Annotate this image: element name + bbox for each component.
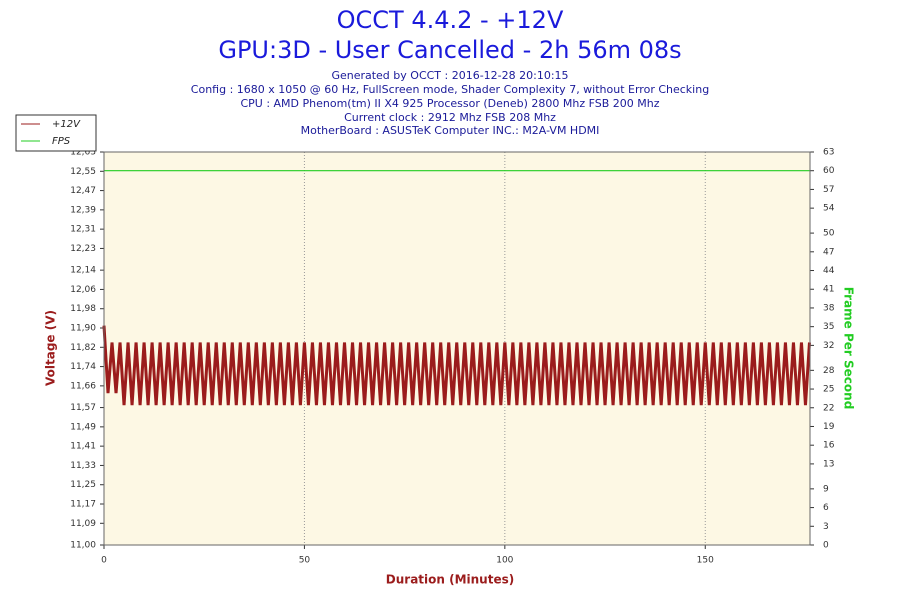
x-tick-label: 50 [299,556,311,566]
y-tick-label: 11,98 [70,304,96,314]
y2-tick-label: 63 [823,148,834,158]
y2-tick-label: 50 [823,229,835,239]
y-tick-label: 12,06 [70,285,96,295]
y-tick-label: 12,31 [70,225,96,235]
info-line: MotherBoard : ASUSTeK Computer INC.: M2A… [301,124,600,137]
y-axis-label: Voltage (V) [44,310,58,386]
y-tick-label: 11,49 [70,422,96,432]
y2-tick-label: 32 [823,341,834,351]
y2-tick-label: 6 [823,503,829,513]
y-tick-label: 12,14 [70,266,96,276]
x-tick-label: 100 [496,556,513,566]
x-tick-label: 150 [697,556,714,566]
legend-label: FPS [52,136,71,147]
x-axis-label: Duration (Minutes) [386,573,514,587]
y2-tick-label: 22 [823,403,834,413]
y2-tick-label: 60 [823,166,835,176]
y-tick-label: 12,39 [70,205,96,215]
y-tick-label: 11,66 [70,381,96,391]
y2-tick-label: 16 [823,441,835,451]
y2-tick-label: 19 [823,422,835,432]
y-tick-label: 11,25 [70,480,96,490]
y-tick-label: 11,41 [70,442,96,452]
y-tick-label: 12,23 [70,244,96,254]
y-tick-label: 12,47 [70,186,96,196]
y-tick-label: 12,63 [70,148,96,158]
legend-label: +12V [52,119,81,130]
info-line: CPU : AMD Phenom(tm) II X4 925 Processor… [240,97,659,110]
y-tick-label: 11,82 [70,343,96,353]
chart-title: OCCT 4.4.2 - +12V [337,6,564,34]
y2-tick-label: 57 [823,185,834,195]
y2-tick-label: 47 [823,247,834,257]
info-block: Generated by OCCT : 2016-12-28 20:10:15 … [191,69,709,137]
legend-box [15,114,97,152]
y-tick-label: 11,00 [70,541,96,551]
y-tick-label: 11,90 [70,324,96,334]
info-line: Config : 1680 x 1050 @ 60 Hz, FullScreen… [191,83,709,96]
chart-subtitle: GPU:3D - User Cancelled - 2h 56m 08s [218,36,681,64]
y2-tick-label: 3 [823,522,829,532]
y2-tick-label: 38 [823,303,835,313]
y-tick-label: 11,57 [70,403,96,413]
info-line: Current clock : 2912 Mhz FSB 208 Mhz [344,111,556,124]
plot-frame [103,151,811,546]
y2-tick-label: 44 [823,266,835,276]
info-line: Generated by OCCT : 2016-12-28 20:10:15 [331,69,568,82]
y-tick-label: 11,33 [70,461,96,471]
y2-tick-label: 54 [823,204,835,214]
y2-tick-label: 28 [823,366,835,376]
series-line [102,325,811,406]
y2-tick-label: 13 [823,459,834,469]
x-tick-label: 0 [101,556,107,566]
y-tick-label: 11,09 [70,519,96,529]
y2-tick-label: 35 [823,322,834,332]
y2-tick-label: 25 [823,385,834,395]
y2-tick-label: 0 [823,541,829,551]
y-tick-label: 11,74 [70,362,96,372]
y-tick-label: 12,55 [70,167,96,177]
y-tick-label: 11,17 [70,500,96,510]
y2-axis-label: Frame Per Second [842,287,856,410]
y2-tick-label: 9 [823,484,829,494]
y2-tick-label: 41 [823,285,834,295]
